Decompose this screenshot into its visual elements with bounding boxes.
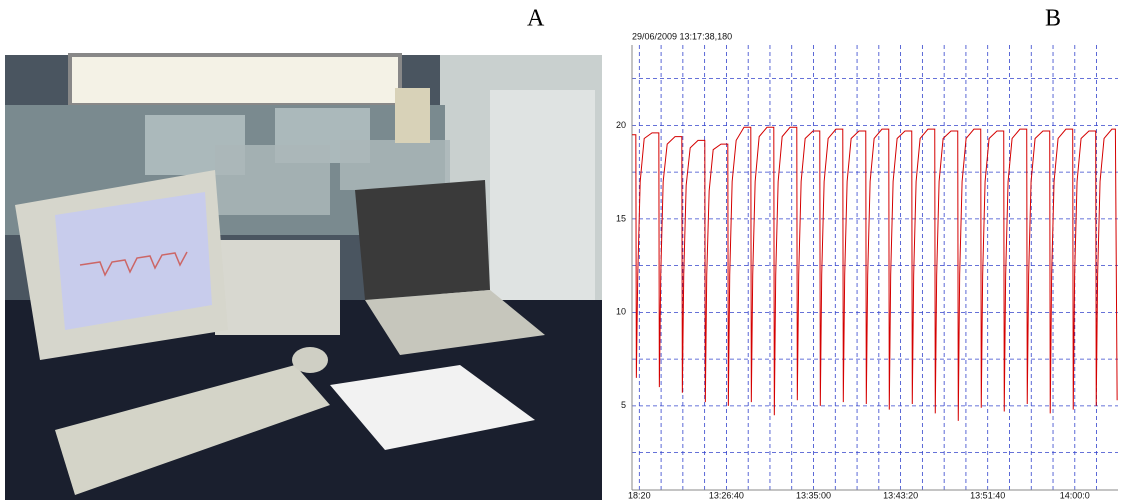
- mouse: [292, 347, 328, 373]
- y-tick-label: 5: [621, 400, 626, 410]
- y-tick-label: 15: [616, 213, 626, 223]
- y-tick-label: 20: [616, 120, 626, 130]
- x-tick-label: 13:51:40: [970, 490, 1005, 500]
- laptop-lid: [355, 180, 490, 300]
- tank: [340, 140, 450, 190]
- window: [70, 55, 400, 105]
- x-tick-label: 14:00:0: [1060, 490, 1090, 500]
- x-tick-label: 13:43:20: [883, 490, 918, 500]
- computer-case: [215, 240, 340, 335]
- meter: [395, 88, 430, 143]
- laptop-keyboard: [365, 290, 545, 355]
- cabinet: [490, 90, 595, 310]
- x-tick-label: 13:35:00: [796, 490, 831, 500]
- screen: [55, 192, 212, 330]
- screen-trace: [79, 251, 188, 277]
- chart-title: 29/06/2009 13:17:38,180: [632, 31, 732, 41]
- keyboard: [55, 365, 330, 495]
- data-line: [632, 126, 1118, 421]
- panel-label: B: [1045, 6, 1061, 32]
- x-tick-label: 18:20: [628, 490, 651, 500]
- photo: [5, 53, 602, 500]
- notebook: [330, 365, 535, 450]
- y-tick-label: 10: [616, 307, 626, 317]
- tank: [215, 145, 330, 215]
- x-tick-label: 13:26:40: [709, 490, 744, 500]
- panel-label: A: [527, 6, 545, 32]
